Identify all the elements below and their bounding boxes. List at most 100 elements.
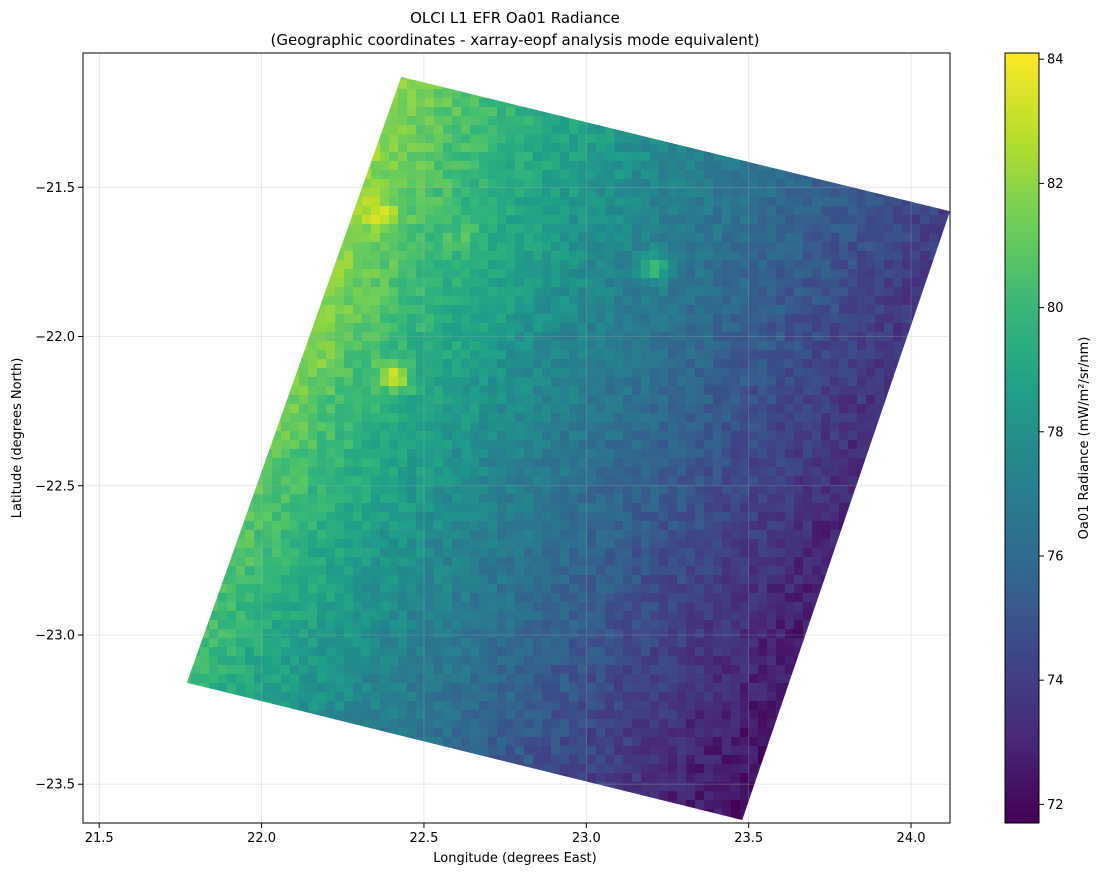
heatmap-cell: [533, 242, 543, 252]
heatmap-cell: [560, 719, 570, 729]
heatmap-cell: [452, 359, 462, 369]
heatmap-cell: [200, 656, 210, 666]
heatmap-cell: [506, 134, 516, 144]
heatmap-cell: [560, 296, 570, 306]
heatmap-cell: [623, 359, 633, 369]
heatmap-cell: [794, 503, 804, 513]
heatmap-cell: [452, 485, 462, 495]
heatmap-cell: [704, 359, 714, 369]
heatmap-cell: [605, 413, 615, 423]
heatmap-cell: [641, 287, 651, 297]
heatmap-cell: [758, 512, 768, 522]
heatmap-cell: [848, 224, 858, 234]
heatmap-cell: [308, 467, 318, 477]
heatmap-cell: [875, 323, 885, 333]
heatmap-cell: [506, 449, 516, 459]
heatmap-cell: [884, 215, 894, 225]
heatmap-cell: [722, 296, 732, 306]
heatmap-cell: [722, 251, 732, 261]
heatmap-cell: [596, 413, 606, 423]
heatmap-cell: [677, 773, 687, 783]
heatmap-cell: [857, 197, 867, 207]
heatmap-cell: [722, 332, 732, 342]
heatmap-cell: [596, 584, 606, 594]
heatmap-cell: [524, 143, 534, 153]
heatmap-cell: [641, 683, 651, 693]
heatmap-cell: [677, 485, 687, 495]
heatmap-cell: [542, 764, 552, 774]
heatmap-cell: [569, 611, 579, 621]
heatmap-cell: [461, 251, 471, 261]
heatmap-cell: [470, 350, 480, 360]
heatmap-cell: [758, 620, 768, 630]
heatmap-cell: [290, 467, 300, 477]
heatmap-cell: [299, 359, 309, 369]
heatmap-cell: [740, 593, 750, 603]
heatmap-cell: [362, 287, 372, 297]
heatmap-cell: [407, 197, 417, 207]
heatmap-cell: [722, 359, 732, 369]
heatmap-cell: [704, 314, 714, 324]
heatmap-cell: [704, 665, 714, 675]
heatmap-cell: [866, 386, 876, 396]
heatmap-cell: [236, 566, 246, 576]
heatmap-cell: [470, 197, 480, 207]
heatmap-cell: [434, 611, 444, 621]
heatmap-cell: [794, 377, 804, 387]
heatmap-cell: [488, 287, 498, 297]
heatmap-cell: [578, 287, 588, 297]
heatmap-cell: [470, 494, 480, 504]
heatmap-cell: [299, 377, 309, 387]
heatmap-cell: [551, 188, 561, 198]
heatmap-cell: [506, 197, 516, 207]
heatmap-cell: [884, 287, 894, 297]
heatmap-cell: [776, 188, 786, 198]
heatmap-cell: [425, 179, 435, 189]
heatmap-cell: [830, 467, 840, 477]
heatmap-cell: [713, 539, 723, 549]
heatmap-cell: [416, 503, 426, 513]
heatmap-cell: [668, 620, 678, 630]
heatmap-cell: [641, 503, 651, 513]
heatmap-cell: [776, 530, 786, 540]
heatmap-cell: [578, 665, 588, 675]
heatmap-cell: [623, 512, 633, 522]
heatmap-cell: [794, 215, 804, 225]
heatmap-cell: [524, 188, 534, 198]
heatmap-cell: [569, 575, 579, 585]
heatmap-cell: [641, 710, 651, 720]
heatmap-cell: [776, 179, 786, 189]
heatmap-cell: [344, 530, 354, 540]
heatmap-cell: [587, 161, 597, 171]
heatmap-cell: [722, 566, 732, 576]
heatmap-cell: [884, 278, 894, 288]
heatmap-cell: [749, 368, 759, 378]
heatmap-cell: [902, 251, 912, 261]
heatmap-cell: [785, 332, 795, 342]
heatmap-cell: [731, 602, 741, 612]
heatmap-cell: [749, 206, 759, 216]
heatmap-cell: [479, 341, 489, 351]
heatmap-cell: [704, 377, 714, 387]
heatmap-cell: [569, 116, 579, 126]
heatmap-cell: [731, 251, 741, 261]
heatmap-cell: [641, 719, 651, 729]
heatmap-cell: [560, 278, 570, 288]
heatmap-cell: [344, 647, 354, 657]
heatmap-cell: [443, 125, 453, 135]
heatmap-cell: [623, 530, 633, 540]
heatmap-cell: [425, 89, 435, 99]
heatmap-cell: [389, 179, 399, 189]
heatmap-cell: [893, 296, 903, 306]
heatmap-cell: [245, 548, 255, 558]
heatmap-cell: [596, 350, 606, 360]
heatmap-cell: [749, 647, 759, 657]
heatmap-cell: [398, 287, 408, 297]
heatmap-cell: [587, 476, 597, 486]
heatmap-cell: [875, 242, 885, 252]
heatmap-cell: [803, 377, 813, 387]
heatmap-cell: [425, 359, 435, 369]
heatmap-cell: [326, 521, 336, 531]
heatmap-cell: [335, 557, 345, 567]
heatmap-cell: [740, 161, 750, 171]
